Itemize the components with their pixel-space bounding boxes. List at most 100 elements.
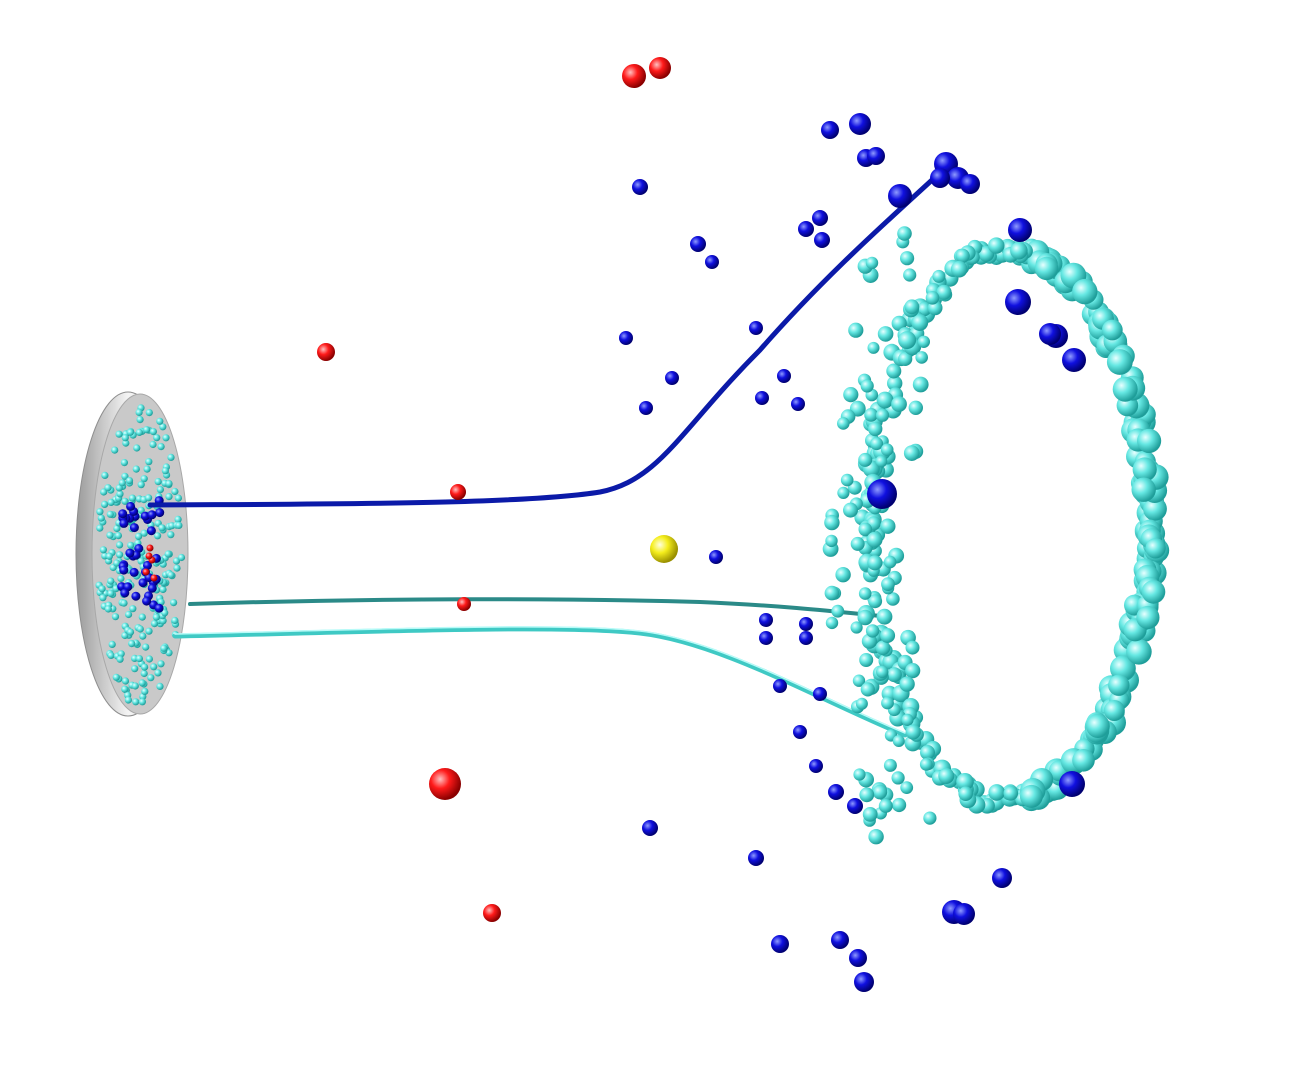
- ring-cyan-particle: [1141, 580, 1166, 604]
- disk-cyan-particle: [145, 494, 153, 502]
- disk-cyan-particle: [116, 541, 124, 549]
- disk-cyan-particle: [122, 439, 130, 447]
- scatter-cyan-particle: [865, 624, 880, 638]
- disk-cyan-particle: [106, 510, 114, 518]
- disk-cyan-particle: [167, 453, 175, 461]
- blue-particle: [791, 397, 805, 411]
- scatter-cyan-particle: [862, 807, 878, 822]
- red-particles: [317, 57, 671, 922]
- disk-blue-particle: [119, 565, 129, 575]
- scatter-cyan-particle: [868, 829, 884, 845]
- disk-cyan-particle: [126, 628, 135, 636]
- red-particle: [649, 57, 671, 79]
- disk-cyan-particle: [121, 677, 130, 685]
- blue-particle: [748, 850, 764, 866]
- disk-cyan-particle: [101, 500, 109, 508]
- blue-particle: [799, 617, 813, 631]
- disk-cyan-particle: [160, 644, 168, 652]
- ring-cyan-particle: [1003, 786, 1019, 801]
- disk-cyan-particle: [113, 524, 121, 533]
- scatter-cyan-particle: [880, 518, 896, 534]
- disk-cyan-particle: [131, 682, 139, 690]
- blue-particle: [821, 121, 839, 139]
- scatter-cyan-particle: [853, 768, 866, 781]
- disk-cyan-particle: [128, 640, 136, 648]
- ring-cyan-particle: [898, 351, 913, 366]
- disk-cyan-particle: [131, 665, 139, 673]
- disk-cyan-particle: [174, 515, 182, 524]
- disk-cyan-particle: [161, 609, 169, 617]
- scatter-cyan-particle: [876, 665, 889, 679]
- blue-particle: [1062, 348, 1086, 372]
- disk-cyan-particle: [174, 494, 182, 502]
- ring-cyan-particle: [938, 768, 955, 784]
- scatter-cyan-particle: [878, 798, 893, 813]
- disk-cyan-particle: [171, 487, 179, 496]
- disk-cyan-particle: [121, 434, 129, 442]
- scatter-cyan-particle: [824, 585, 840, 601]
- emitter-disk: [75, 391, 189, 717]
- disk-cyan-particle: [136, 625, 144, 633]
- disk-cyan-particle: [154, 532, 162, 540]
- disk-cyan-particle: [111, 446, 119, 454]
- disk-cyan-particle: [138, 613, 146, 621]
- blue-particle: [831, 931, 849, 949]
- scatter-cyan-particle: [868, 594, 883, 609]
- disk-blue-particle: [129, 523, 139, 533]
- disk-blue-particle: [125, 548, 135, 558]
- disk-cyan-particle: [161, 467, 169, 475]
- disk-cyan-particle: [142, 643, 150, 651]
- ring-cyan-particle: [1072, 278, 1098, 305]
- blue-particle: [849, 113, 871, 135]
- ring-cyan-particle: [876, 391, 894, 409]
- disk-cyan-particle: [147, 674, 155, 682]
- disk-cyan-particle: [107, 577, 115, 585]
- ring-cyan-particle: [956, 773, 974, 791]
- scatter-cyan-particle: [858, 587, 872, 600]
- disk-cyan-particle: [171, 616, 179, 625]
- disk-cyan-particle: [137, 557, 145, 565]
- blue-particle: [960, 174, 980, 194]
- scatter-cyan-particle: [892, 797, 907, 813]
- disk-cyan-particle: [149, 440, 157, 449]
- blue-particle: [854, 972, 874, 992]
- disk-cyan-particle: [133, 444, 141, 452]
- disk-cyan-particle: [140, 475, 148, 483]
- scatter-cyan-particle: [919, 758, 933, 771]
- disk-cyan-particle: [105, 552, 113, 560]
- disk-blue-particle: [138, 578, 148, 588]
- blue-particle: [849, 949, 867, 967]
- disk-cyan-particle: [96, 524, 104, 532]
- disk-blue-particle: [118, 509, 128, 519]
- scatter-cyan-particle: [825, 534, 838, 548]
- blue-particle: [777, 369, 791, 383]
- disk-cyan-particle: [162, 434, 170, 442]
- trajectory-teal: [188, 597, 882, 618]
- scatter-cyan-particle: [883, 555, 897, 569]
- disk-cyan-particle: [104, 605, 112, 613]
- blue-particle: [1008, 218, 1032, 242]
- disk-cyan-particle: [141, 663, 149, 671]
- blue-particle: [709, 550, 723, 564]
- disk-blue-particle: [119, 518, 129, 528]
- yellow-particle: [650, 535, 678, 563]
- blue-particle: [793, 725, 807, 739]
- scatter-cyan-particle: [903, 268, 917, 282]
- scatter-cyan-particle: [867, 341, 880, 354]
- blue-particle: [759, 631, 773, 645]
- blue-particle: [809, 759, 823, 773]
- disk-cyan-particle: [140, 669, 148, 678]
- scatter-cyan-particle: [901, 713, 914, 727]
- disk-cyan-particle: [126, 428, 134, 436]
- disk-cyan-particle: [143, 426, 151, 434]
- scatter-cyan-particle: [904, 299, 920, 315]
- blue-particle: [930, 168, 950, 188]
- ring-cyan-particle: [936, 284, 952, 300]
- ring-cyan-particle: [1086, 714, 1110, 738]
- scatter-cyan-particle: [860, 682, 875, 697]
- disk-blue-particle: [146, 526, 156, 536]
- disk-cyan-particle: [157, 443, 165, 451]
- disk-cyan-particle: [145, 458, 153, 466]
- ring-cyan-particle: [958, 786, 973, 801]
- disk-cyan-particle: [118, 479, 126, 487]
